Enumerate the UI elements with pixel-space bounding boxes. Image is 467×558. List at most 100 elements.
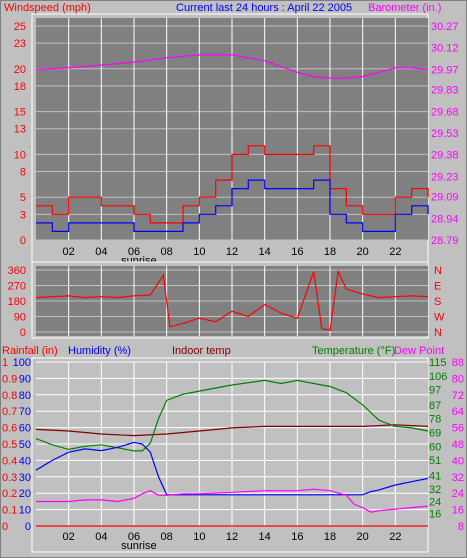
windspeed-axis-title: Windspeed (mph) bbox=[4, 2, 91, 14]
temp-axis-labels: 0 00.1 100.2 200.3 300.4 400.5 500.6 600.7 700.8… bbox=[2, 357, 464, 552]
wind-x-tick-label: 14 bbox=[259, 246, 271, 258]
temp-tick-label: 78 bbox=[429, 414, 441, 426]
wind-tick-label: 5 bbox=[20, 192, 26, 204]
temp-tick-label: 87 bbox=[429, 400, 441, 412]
humidity-tick-label: 0 bbox=[25, 521, 31, 533]
barometer-tick-label: 29.09 bbox=[431, 192, 459, 204]
barometer-tick-label: 28.79 bbox=[431, 235, 459, 247]
chart-title: Current last 24 hours : April 22 2005 bbox=[176, 2, 352, 14]
rain-tick-label: 0.1 bbox=[2, 505, 17, 517]
barometer-tick-label: 28.94 bbox=[431, 213, 459, 225]
wind-tick-label: 18 bbox=[14, 81, 26, 93]
humidity-axis-title: Humidity (%) bbox=[68, 345, 131, 357]
direction-tick-label: 0 bbox=[20, 327, 26, 339]
temp-tick-label: 69 bbox=[429, 428, 441, 440]
rain-tick-label: 0.9 bbox=[2, 373, 17, 385]
barometer-tick-label: 29.83 bbox=[431, 85, 459, 97]
temp-x-tick-label: 12 bbox=[226, 531, 238, 543]
direction-tick-label: 360 bbox=[8, 265, 26, 277]
direction-tick-label: 90 bbox=[14, 312, 26, 324]
rain-tick-label: 0.6 bbox=[2, 423, 17, 435]
compass-tick-label: W bbox=[434, 312, 445, 324]
humidity-tick-label: 40 bbox=[19, 455, 31, 467]
temp-x-tick-label: 06 bbox=[128, 531, 140, 543]
wind-x-tick-label: 18 bbox=[324, 246, 336, 258]
wind-x-tick-label: 22 bbox=[389, 246, 401, 258]
humidity-tick-label: 10 bbox=[19, 505, 31, 517]
temp-tick-label: 16 bbox=[429, 509, 441, 521]
wind-x-tick-label: 02 bbox=[63, 246, 75, 258]
temp-x-tick-label: 08 bbox=[161, 531, 173, 543]
dewpoint-tick-label: 8 bbox=[458, 521, 464, 533]
dewpoint-tick-label: 80 bbox=[452, 373, 464, 385]
temp-tick-label: 41 bbox=[429, 470, 441, 482]
wind-tick-label: 8 bbox=[20, 167, 26, 179]
barometer-tick-label: 29.38 bbox=[431, 150, 459, 162]
rain-tick-label: 0 bbox=[2, 521, 8, 533]
wind-tick-label: 25 bbox=[14, 21, 26, 33]
dewpoint-tick-label: 88 bbox=[452, 357, 464, 369]
wind-series bbox=[35, 54, 429, 232]
rain-tick-label: 0.5 bbox=[2, 439, 17, 451]
compass-tick-label: N bbox=[434, 265, 442, 277]
wind-x-tick-label: 08 bbox=[161, 246, 173, 258]
rainfall-axis-title: Rainfall (in) bbox=[2, 345, 58, 357]
rain-tick-label: 0.3 bbox=[2, 472, 17, 484]
dewpoint-line bbox=[36, 488, 429, 513]
barometer-tick-label: 29.53 bbox=[431, 128, 459, 140]
dewpoint-axis-title: Dew Point bbox=[394, 345, 444, 357]
temp-x-tick-label: 22 bbox=[389, 531, 401, 543]
humidity-tick-label: 90 bbox=[19, 373, 31, 385]
compass-tick-label: E bbox=[434, 281, 441, 293]
humidity-tick-label: 70 bbox=[19, 406, 31, 418]
wind-tick-label: 3 bbox=[20, 209, 26, 221]
wind-tick-label: 23 bbox=[14, 38, 26, 50]
temp-x-tick-label: 16 bbox=[291, 531, 303, 543]
wind-x-tick-label: 12 bbox=[226, 246, 238, 258]
humidity-tick-label: 60 bbox=[19, 423, 31, 435]
dewpoint-tick-label: 40 bbox=[452, 455, 464, 467]
dewpoint-tick-label: 64 bbox=[452, 406, 464, 418]
wind-x-tick-label: 06 bbox=[128, 246, 140, 258]
temperature-line bbox=[35, 379, 429, 452]
barometer-tick-label: 29.97 bbox=[431, 64, 459, 76]
humidity-tick-label: 100 bbox=[13, 357, 31, 369]
barometer-tick-label: 29.68 bbox=[431, 106, 459, 118]
temp-tick-label: 24 bbox=[429, 496, 441, 508]
temp-x-tick-label: 02 bbox=[63, 531, 75, 543]
temp-tick-label: 60 bbox=[429, 441, 441, 453]
barometer-line bbox=[35, 54, 429, 79]
humidity-tick-label: 20 bbox=[19, 488, 31, 500]
direction-line bbox=[35, 269, 429, 332]
humidity-tick-label: 50 bbox=[19, 439, 31, 451]
temp-x-tick-label: 18 bbox=[324, 531, 336, 543]
wind-gust-line bbox=[36, 145, 429, 224]
temp-tick-label: 51 bbox=[429, 455, 441, 467]
wind-tick-label: 10 bbox=[14, 149, 26, 161]
temp-tick-label: 32 bbox=[429, 484, 441, 496]
temp-tick-label: 115 bbox=[429, 357, 447, 369]
sunrise-label: sunrise bbox=[121, 540, 156, 552]
wind-x-tick-label: 10 bbox=[193, 246, 205, 258]
dewpoint-tick-label: 32 bbox=[452, 472, 464, 484]
indoor-temp-line bbox=[35, 424, 429, 437]
direction-tick-label: 270 bbox=[8, 281, 26, 293]
temp-x-tick-label: 20 bbox=[357, 531, 369, 543]
barometer-tick-label: 30.27 bbox=[431, 21, 459, 33]
humidity-tick-label: 80 bbox=[19, 390, 31, 402]
rain-tick-label: 0.8 bbox=[2, 390, 17, 402]
temp-tick-label: 106 bbox=[429, 371, 447, 383]
temperature-axis-title: Temperature (°F) bbox=[312, 345, 395, 357]
rain-tick-label: 0.7 bbox=[2, 406, 17, 418]
humidity-tick-label: 30 bbox=[19, 472, 31, 484]
direction-axis-labels: 0 N 90 W 180 S 270 E 360 N bbox=[8, 265, 445, 339]
temp-tick-label: 97 bbox=[429, 385, 441, 397]
barometer-tick-label: 30.12 bbox=[431, 43, 459, 55]
wind-tick-label: 20 bbox=[14, 64, 26, 76]
wind-tick-label: 15 bbox=[14, 107, 26, 119]
wind-x-tick-label: 16 bbox=[291, 246, 303, 258]
temp-x-tick-label: 14 bbox=[259, 531, 271, 543]
temp-x-tick-label: 10 bbox=[193, 531, 205, 543]
compass-tick-label: N bbox=[434, 327, 442, 339]
